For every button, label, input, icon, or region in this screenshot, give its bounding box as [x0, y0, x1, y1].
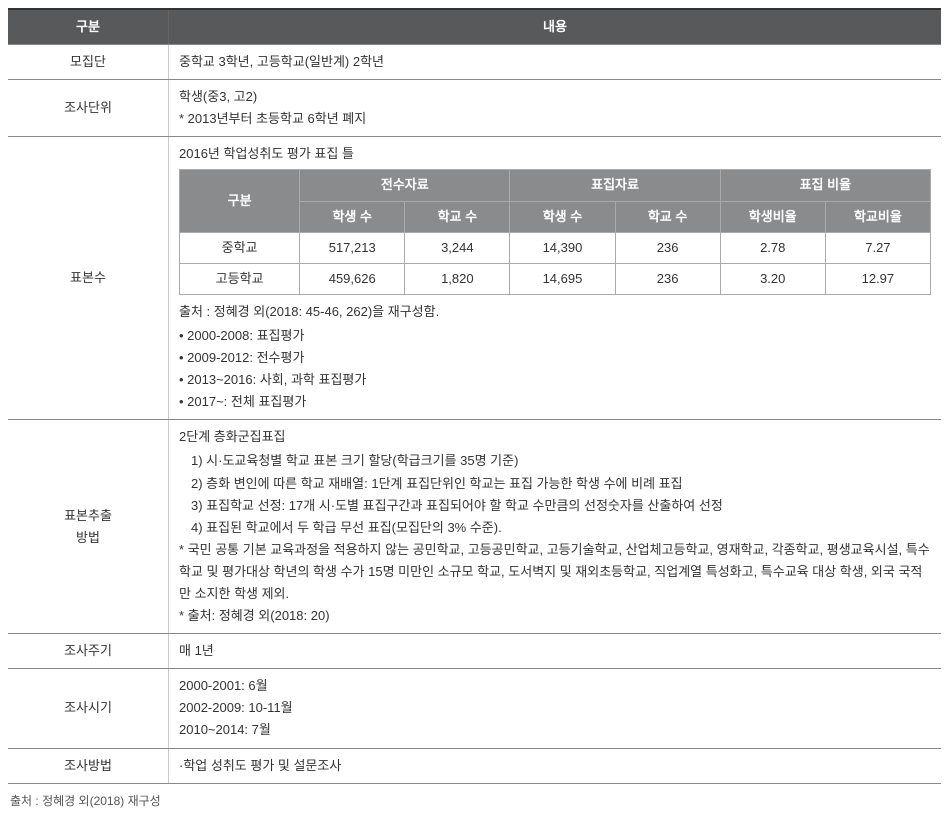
chuchul-item-0: 1) 시·도교육청별 학교 표본 크기 할당(학급크기를 35명 기준)	[179, 450, 931, 472]
pyobonsu-source: 출처 : 정혜경 외(2018: 45-46, 262)을 재구성함.	[179, 301, 931, 323]
label-sigi: 조사시기	[8, 669, 169, 748]
pb-bullet-3: 2017~: 전체 표집평가	[179, 391, 931, 413]
label-bangbeop: 조사방법	[8, 748, 169, 783]
row-bangbeop: 조사방법 ·학업 성취도 평가 및 설문조사	[8, 748, 941, 783]
cell-josadanwi: 학생(중3, 고2) * 2013년부터 초등학교 6학년 폐지	[169, 80, 942, 137]
header-row: 구분 내용	[8, 9, 941, 45]
label-jugi: 조사주기	[8, 634, 169, 669]
ih-pj-s: 학생 수	[510, 201, 615, 232]
ir1-js: 459,626	[300, 263, 405, 294]
pyobonsu-bullets: 2000-2008: 표집평가 2009-2012: 전수평가 2013~201…	[179, 325, 931, 413]
inner-table: 구분 전수자료 표집자료 표집 비율 학생 수 학교 수 학생 수 학교 수 학…	[179, 169, 931, 294]
pb-bullet-0: 2000-2008: 표집평가	[179, 325, 931, 347]
ih-r-h: 학교비율	[825, 201, 930, 232]
ir0-jh: 3,244	[405, 232, 510, 263]
ir1-jh: 1,820	[405, 263, 510, 294]
label-josadanwi: 조사단위	[8, 80, 169, 137]
main-table: 구분 내용 모집단 중학교 3학년, 고등학교(일반계) 2학년 조사단위 학생…	[8, 8, 941, 784]
sigi-line-0: 2000-2001: 6월	[179, 675, 931, 697]
ir1-label: 고등학교	[180, 263, 300, 294]
label-mojipdan: 모집단	[8, 45, 169, 80]
inner-header-row1: 구분 전수자료 표집자료 표집 비율	[180, 170, 931, 201]
ih-js-s: 학생 수	[300, 201, 405, 232]
ih-pyojip: 표집자료	[510, 170, 720, 201]
ih-js-h: 학교 수	[405, 201, 510, 232]
josadanwi-line1: 학생(중3, 고2)	[179, 86, 931, 108]
ih-ratio: 표집 비율	[720, 170, 930, 201]
chuchul-item-3: 4) 표집된 학교에서 두 학급 무선 표집(모집단의 3% 수준).	[179, 517, 931, 539]
header-gubun: 구분	[8, 9, 169, 45]
chuchul-note2: * 출처: 정혜경 외(2018: 20)	[179, 605, 931, 627]
footer-source: 출처 : 정혜경 외(2018) 재구성	[10, 792, 941, 809]
ir1-ps: 14,695	[510, 263, 615, 294]
ir1-ph: 236	[615, 263, 720, 294]
row-jugi: 조사주기 매 1년	[8, 634, 941, 669]
ir1-rs: 3.20	[720, 263, 825, 294]
ir0-ph: 236	[615, 232, 720, 263]
ir0-label: 중학교	[180, 232, 300, 263]
chuchul-items: 1) 시·도교육청별 학교 표본 크기 할당(학급크기를 35명 기준) 2) …	[179, 450, 931, 538]
label-chuchul: 표본추출 방법	[8, 420, 169, 634]
ir0-rs: 2.78	[720, 232, 825, 263]
chuchul-note1: * 국민 공통 기본 교육과정을 적용하지 않는 공민학교, 고등공민학교, 고…	[179, 539, 931, 605]
row-josadanwi: 조사단위 학생(중3, 고2) * 2013년부터 초등학교 6학년 폐지	[8, 80, 941, 137]
ir1-rh: 12.97	[825, 263, 930, 294]
ih-gubun: 구분	[180, 170, 300, 232]
pb-bullet-2: 2013~2016: 사회, 과학 표집평가	[179, 369, 931, 391]
pb-bullet-1: 2009-2012: 전수평가	[179, 347, 931, 369]
sigi-line-1: 2002-2009: 10-11월	[179, 697, 931, 719]
row-mojipdan: 모집단 중학교 3학년, 고등학교(일반계) 2학년	[8, 45, 941, 80]
pyobonsu-title: 2016년 학업성취도 평가 표집 틀	[179, 143, 931, 165]
pyobonsu-notes: 출처 : 정혜경 외(2018: 45-46, 262)을 재구성함. 2000…	[179, 301, 931, 413]
cell-bangbeop: ·학업 성취도 평가 및 설문조사	[169, 748, 942, 783]
cell-mojipdan: 중학교 3학년, 고등학교(일반계) 2학년	[169, 45, 942, 80]
chuchul-lead: 2단계 층화군집표집	[179, 426, 931, 448]
ir0-js: 517,213	[300, 232, 405, 263]
josadanwi-line2: * 2013년부터 초등학교 6학년 폐지	[179, 108, 931, 130]
inner-row-1: 고등학교 459,626 1,820 14,695 236 3.20 12.97	[180, 263, 931, 294]
ih-r-s: 학생비율	[720, 201, 825, 232]
cell-sigi: 2000-2001: 6월 2002-2009: 10-11월 2010~201…	[169, 669, 942, 748]
cell-pyobonsu: 2016년 학업성취도 평가 표집 틀 구분 전수자료 표집자료 표집 비율 학…	[169, 137, 942, 420]
sigi-line-2: 2010~2014: 7월	[179, 719, 931, 741]
label-pyobonsu: 표본수	[8, 137, 169, 420]
chuchul-item-1: 2) 층화 변인에 따른 학교 재배열: 1단계 표집단위인 학교는 표집 가능…	[179, 473, 931, 495]
cell-chuchul: 2단계 층화군집표집 1) 시·도교육청별 학교 표본 크기 할당(학급크기를 …	[169, 420, 942, 634]
inner-row-0: 중학교 517,213 3,244 14,390 236 2.78 7.27	[180, 232, 931, 263]
ih-jeonsu: 전수자료	[300, 170, 510, 201]
cell-jugi: 매 1년	[169, 634, 942, 669]
ih-pj-h: 학교 수	[615, 201, 720, 232]
row-sigi: 조사시기 2000-2001: 6월 2002-2009: 10-11월 201…	[8, 669, 941, 748]
row-pyobonsu: 표본수 2016년 학업성취도 평가 표집 틀 구분 전수자료 표집자료 표집 …	[8, 137, 941, 420]
header-naeyong: 내용	[169, 9, 942, 45]
ir0-rh: 7.27	[825, 232, 930, 263]
row-chuchul: 표본추출 방법 2단계 층화군집표집 1) 시·도교육청별 학교 표본 크기 할…	[8, 420, 941, 634]
chuchul-item-2: 3) 표집학교 선정: 17개 시·도별 표집구간과 표집되어야 할 학교 수만…	[179, 495, 931, 517]
ir0-ps: 14,390	[510, 232, 615, 263]
